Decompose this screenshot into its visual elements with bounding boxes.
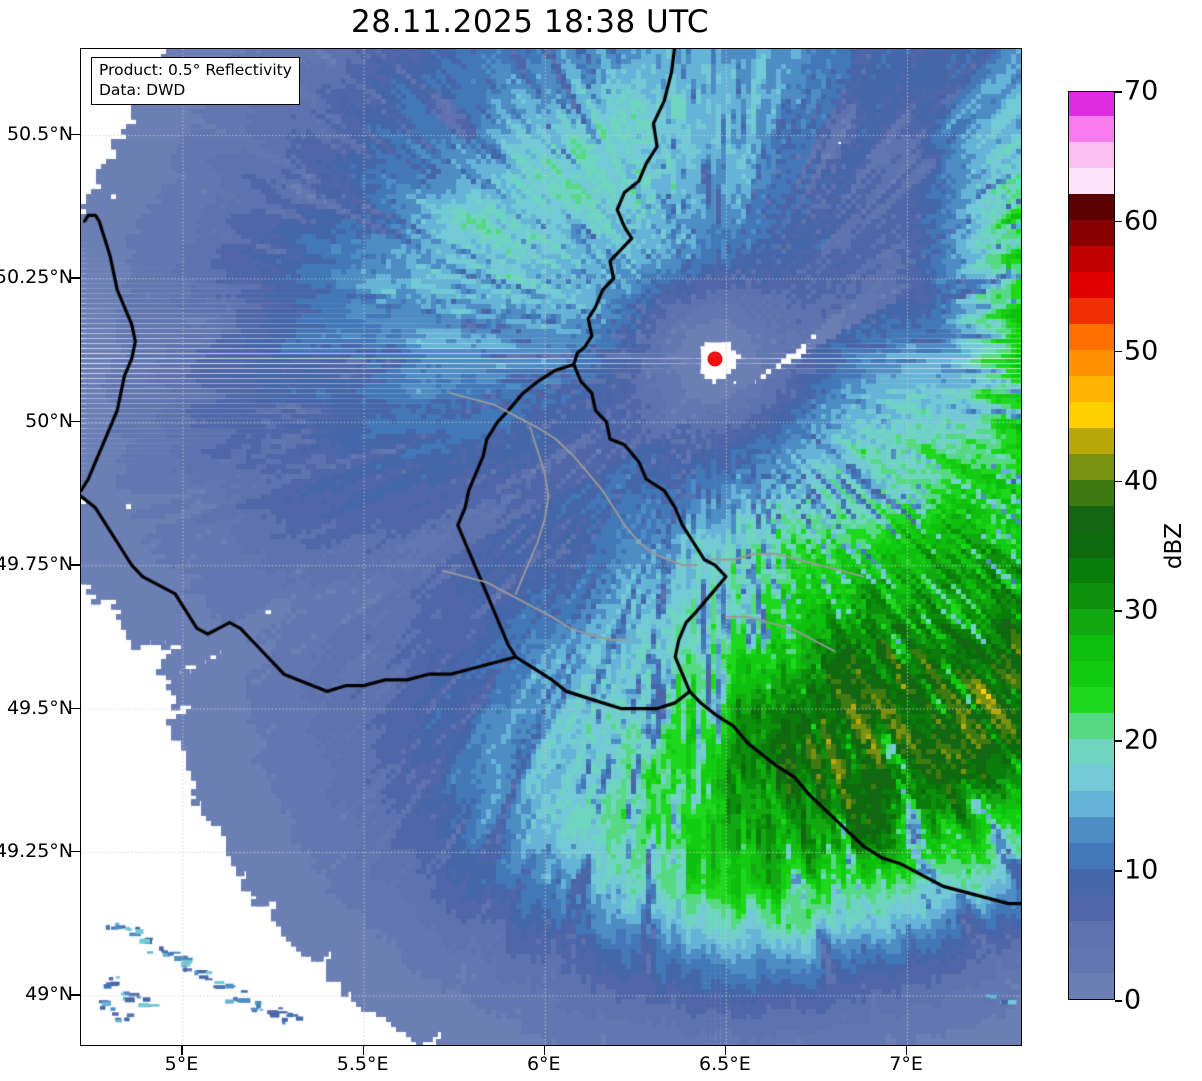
colorbar-band [1069,323,1114,350]
colorbar-band [1069,894,1114,922]
latitude-tick-label: 49°N [25,983,73,1006]
colorbar-tick-mark [1115,91,1122,93]
longitude-tick-label: 6.5°E [699,1053,751,1075]
product-label: Product: 0.5° Reflectivity [99,61,292,79]
colorbar-band [1069,946,1114,974]
colorbar-tick-mark [1115,220,1122,223]
colorbar-tick-label: 10 [1124,854,1159,886]
colorbar-band [1069,738,1114,766]
colorbar-tick-mark [1115,1000,1122,1002]
colorbar-tick-label: 60 [1124,205,1159,237]
colorbar-band [1069,245,1114,272]
colorbar-band [1069,790,1114,818]
latitude-tick-label: 49.5°N [6,696,73,719]
colorbar-tick-mark [1115,610,1122,613]
longitude-tick-mark [906,1046,908,1055]
colorbar-band [1069,375,1114,402]
colorbar-band [1069,141,1114,168]
colorbar-axis-label: dBZ [1161,522,1187,570]
colorbar-band [1069,453,1114,480]
colorbar-band [1069,115,1114,142]
colorbar-band [1069,764,1114,792]
longitude-tick-label: 5.5°E [336,1053,389,1075]
latitude-tick-mark [71,707,80,709]
latitude-tick-mark [71,420,80,423]
longitude-tick-mark [181,1046,183,1055]
latitude-tick-label: 49.75°N [0,553,73,576]
longitude-tick-label: 6°E [526,1053,561,1075]
data-source-label: Data: DWD [99,80,186,99]
latitude-tick-mark [71,277,80,279]
colorbar-tick-mark [1115,740,1122,742]
colorbar-band [1069,556,1114,584]
colorbar-tick-label: 0 [1124,984,1142,1016]
longitude-tick-label: 5°E [164,1053,199,1075]
colorbar-band [1069,297,1114,324]
colorbar-tick-label: 50 [1124,335,1159,367]
latitude-tick-mark [71,850,80,853]
colorbar-band [1069,92,1114,116]
colorbar-tick-label: 30 [1124,594,1159,626]
colorbar-tick-mark [1115,870,1122,872]
latitude-tick-mark [71,564,80,566]
colorbar-tick-mark [1115,350,1122,353]
latitude-tick-label: 50.25°N [0,266,73,289]
colorbar-band [1069,712,1114,740]
colorbar-tick-mark [1115,480,1122,483]
longitude-tick-mark [543,1046,546,1055]
longitude-tick-mark [362,1046,364,1055]
longitude-tick-label: 7°E [889,1053,923,1075]
colorbar-tick-label: 40 [1124,465,1159,497]
colorbar-band [1069,167,1114,194]
colorbar-band [1069,349,1114,376]
latitude-tick-label: 49.25°N [0,839,73,862]
colorbar-tick-label: 70 [1124,75,1159,107]
colorbar-band [1069,582,1114,610]
colorbar-band [1069,868,1114,896]
colorbar-band [1069,920,1114,948]
latitude-tick-mark [71,134,80,136]
colorbar-band [1069,686,1114,714]
map-axes[interactable]: Product: 0.5° Reflectivity Data: DWD [80,48,1022,1046]
colorbar-tick-label: 20 [1124,724,1159,756]
colorbar-band [1069,401,1114,428]
product-info-box: Product: 0.5° Reflectivity Data: DWD [91,57,300,106]
colorbar-band [1069,608,1114,636]
colorbar-band [1069,193,1114,220]
longitude-tick-mark [724,1046,727,1055]
page-title: 28.11.2025 18:38 UTC [351,4,709,40]
colorbar-band [1069,478,1114,506]
latitude-tick-label: 50°N [25,409,73,432]
colorbar-band [1069,504,1114,532]
colorbar-band [1069,634,1114,662]
radar-site-marker[interactable] [707,351,723,367]
colorbar[interactable] [1068,91,1115,1000]
colorbar-band [1069,530,1114,558]
latitude-tick-mark [71,994,80,996]
colorbar-band [1069,842,1114,870]
colorbar-band [1069,660,1114,688]
colorbar-band [1069,816,1114,844]
colorbar-band [1069,219,1114,246]
colorbar-band [1069,972,1114,999]
map-borders-and-grid [81,49,1021,1045]
latitude-tick-label: 50.5°N [6,123,73,146]
colorbar-band [1069,427,1114,454]
colorbar-band [1069,271,1114,298]
